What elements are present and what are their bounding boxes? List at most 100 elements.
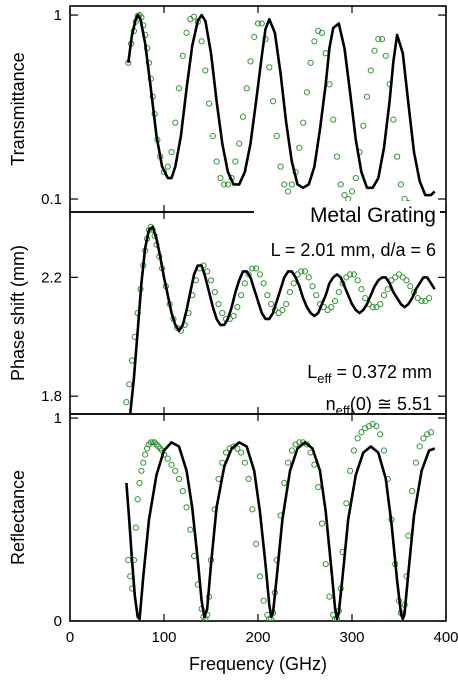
y-tick-label: 1 [54, 410, 62, 427]
measured-point [427, 429, 435, 436]
measured-point [245, 475, 252, 483]
measured-point [326, 593, 333, 600]
measured-point [343, 500, 350, 507]
measured-point [358, 286, 365, 293]
measured-point [397, 181, 404, 188]
measured-point [375, 36, 382, 43]
measured-point [217, 174, 224, 182]
measured-point [187, 526, 194, 533]
measured-point [281, 479, 288, 487]
panel-reflectance: 0 1 Reflectance [8, 410, 447, 630]
annotation-background [254, 201, 440, 227]
measured-point [290, 280, 297, 287]
measured-point [422, 298, 429, 305]
measured-point [266, 64, 273, 71]
measured-point [390, 116, 397, 123]
measured-point [147, 439, 154, 446]
shared-x-axis: 0 100 200 300 400 Frequency (GHz) [66, 629, 458, 674]
measured-point [183, 29, 190, 36]
measured-point [168, 461, 175, 468]
y-axis-title: Transmittance [8, 52, 28, 165]
measured-point [350, 447, 357, 454]
measured-point [380, 447, 388, 454]
measured-point [140, 459, 147, 466]
measured-point [378, 36, 386, 43]
measured-point [309, 283, 316, 290]
measured-point [328, 303, 335, 311]
measured-point [215, 300, 222, 308]
measured-point [247, 58, 254, 65]
measured-point [241, 280, 248, 287]
measured-point [258, 20, 265, 27]
measured-point [296, 439, 303, 446]
series-group [125, 11, 436, 207]
measured-point [277, 163, 284, 170]
measured-point [123, 399, 130, 406]
measured-point [230, 312, 237, 320]
measured-point [281, 181, 288, 188]
measured-point [172, 467, 179, 474]
measured-point [241, 459, 248, 466]
measured-point [245, 271, 252, 278]
measured-point [341, 192, 348, 199]
measured-point [371, 47, 378, 54]
fit-line [128, 225, 436, 414]
y-tick-label: 1.8 [41, 388, 62, 405]
measured-point [286, 289, 294, 296]
measured-point [307, 59, 314, 66]
measured-point [348, 188, 356, 195]
measured-point [416, 443, 423, 450]
measured-point [237, 449, 245, 456]
measured-point [394, 153, 401, 160]
x-tick-label: 100 [151, 629, 176, 646]
panel-phase-shift: 1.8 2.2 Phase shift (mm) Metal Grating L = 2… [8, 201, 447, 418]
measured-point [283, 300, 290, 308]
measured-point [330, 116, 337, 123]
measured-point [256, 271, 263, 278]
panel-transmittance: 0.1 1 Transmittance [8, 5, 447, 213]
measured-point [219, 309, 226, 317]
measured-point [288, 181, 295, 188]
measured-point [363, 93, 371, 100]
measured-point [347, 467, 354, 474]
measured-point [420, 435, 427, 442]
measured-point [324, 306, 331, 314]
measured-point [209, 132, 216, 140]
measured-point [234, 303, 241, 311]
measured-point [298, 268, 305, 275]
measured-point [347, 271, 354, 278]
measured-point [198, 38, 205, 45]
measured-point [409, 488, 416, 495]
measured-point [373, 303, 380, 311]
measured-point [395, 271, 403, 278]
series-group [123, 223, 436, 414]
measured-point [345, 195, 352, 203]
measured-point [256, 573, 263, 580]
measured-point [202, 67, 209, 74]
measured-point [331, 298, 339, 305]
measured-point [322, 561, 329, 568]
measured-point [335, 289, 342, 296]
measured-point [190, 13, 198, 20]
fit-line [125, 441, 436, 621]
measured-point [234, 445, 241, 452]
measured-point [360, 122, 367, 129]
annotation-title: Metal Grating [310, 204, 436, 227]
measured-point [175, 85, 183, 92]
measured-point [425, 295, 433, 302]
measured-point [164, 163, 171, 170]
measured-point [377, 300, 384, 308]
measured-point [253, 265, 260, 272]
annotation-text: Leff = 0.372 mm [307, 362, 432, 386]
measured-point [179, 488, 186, 495]
measured-point [126, 381, 133, 388]
measured-point [213, 158, 220, 165]
measured-point [206, 100, 213, 107]
measured-point [183, 504, 190, 511]
measured-point [399, 274, 406, 281]
measured-point [367, 67, 374, 74]
measured-point [211, 289, 218, 296]
measured-point [125, 557, 132, 564]
measured-point [175, 475, 183, 483]
measured-point [407, 283, 414, 290]
